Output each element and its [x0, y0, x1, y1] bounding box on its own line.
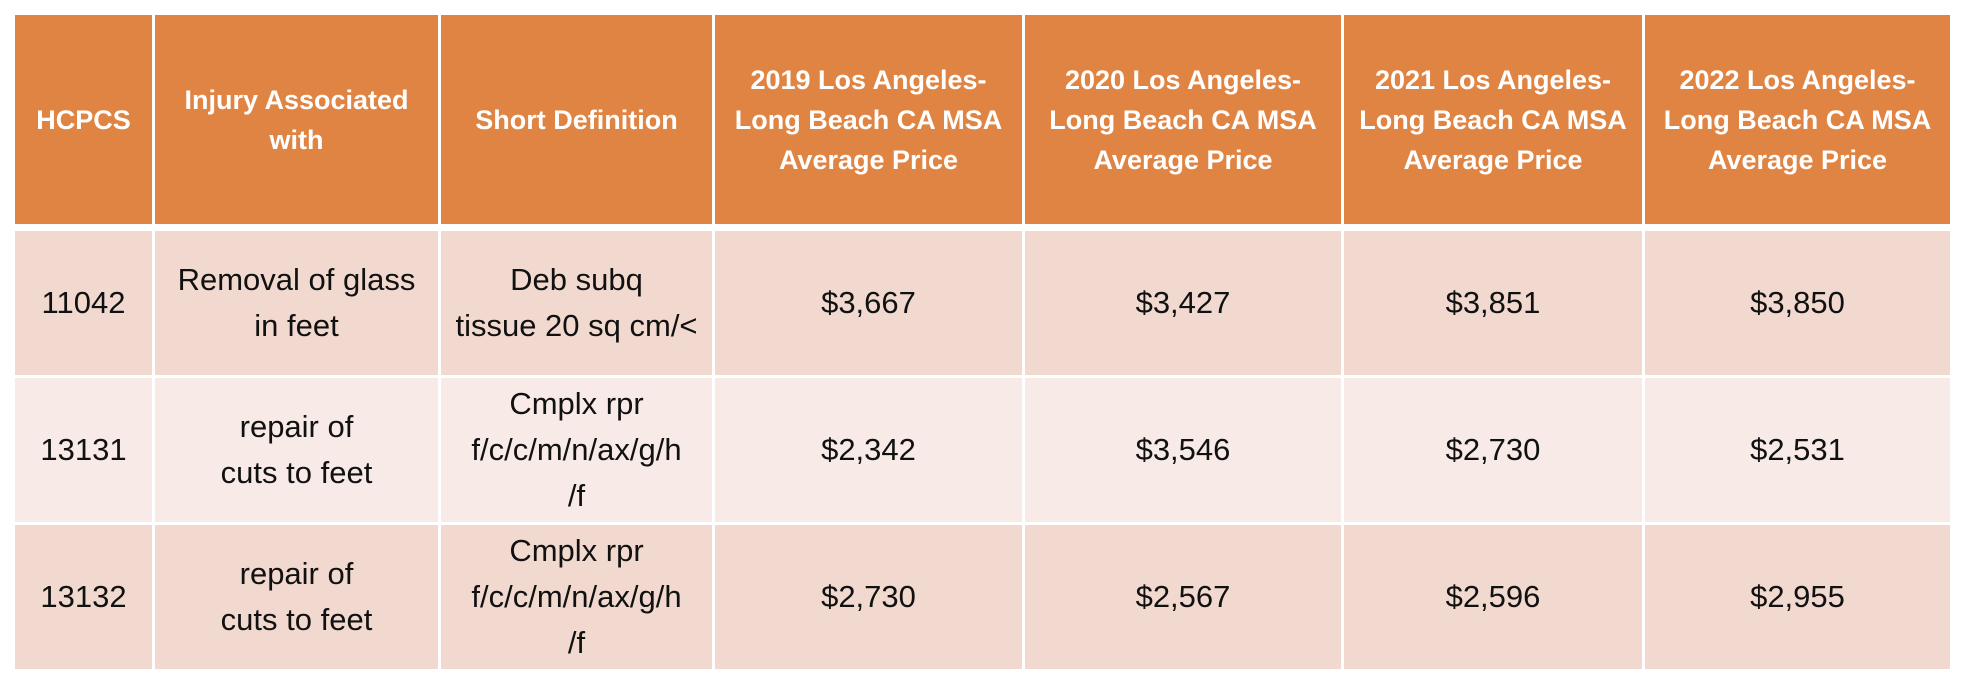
- cell-line: /f: [567, 625, 586, 660]
- header-price-2019: 2019 Los Angeles- Long Beach CA MSA Aver…: [712, 12, 1025, 229]
- header-line: 2022 Los Angeles-: [1679, 64, 1916, 95]
- cell-price-2020: $3,546: [1022, 375, 1344, 525]
- cell-line: repair of: [239, 409, 354, 444]
- cell-price-2019: $2,730: [712, 522, 1025, 672]
- header-price-2020: 2020 Los Angeles- Long Beach CA MSA Aver…: [1022, 12, 1344, 229]
- header-line: Long Beach CA MSA: [1049, 104, 1317, 135]
- cell-definition: Deb subq tissue 20 sq cm/<: [438, 224, 715, 378]
- header-line: Average Price: [1707, 144, 1888, 175]
- header-row: HCPCS Injury Associated with Short Defin…: [12, 12, 1953, 229]
- header-line: with: [269, 124, 324, 155]
- cell-line: cuts to feet: [220, 602, 373, 637]
- header-line: 2020 Los Angeles-: [1064, 64, 1302, 95]
- header-short-definition: Short Definition: [438, 12, 715, 229]
- cell-price-2020: $3,427: [1022, 224, 1344, 378]
- cell-definition: Cmplx rpr f/c/c/m/n/ax/g/h /f: [438, 522, 715, 672]
- cell-hcpcs: 11042: [12, 224, 155, 378]
- cell-price-2022: $2,955: [1642, 522, 1953, 672]
- header-price-2022: 2022 Los Angeles- Long Beach CA MSA Aver…: [1642, 12, 1953, 229]
- header-injury: Injury Associated with: [152, 12, 441, 229]
- cell-price-2019: $2,342: [712, 375, 1025, 525]
- cell-price-2022: $2,531: [1642, 375, 1953, 525]
- header-line: Injury Associated: [184, 84, 409, 115]
- header-line: 2019 Los Angeles-: [750, 64, 987, 95]
- table-row: 13132 repair of cuts to feet Cmplx rpr f…: [12, 522, 1953, 672]
- header-line: 2021 Los Angeles-: [1374, 64, 1612, 95]
- cell-price-2021: $3,851: [1341, 224, 1645, 378]
- header-line: Short Definition: [475, 104, 678, 135]
- header-price-2021: 2021 Los Angeles- Long Beach CA MSA Aver…: [1341, 12, 1645, 229]
- header-line: Long Beach CA MSA: [1663, 104, 1932, 135]
- header-line: Average Price: [1403, 144, 1583, 175]
- cell-injury: repair of cuts to feet: [152, 522, 441, 672]
- cell-line: in feet: [254, 308, 339, 343]
- header-hcpcs: HCPCS: [12, 12, 155, 229]
- table-row: 11042 Removal of glass in feet Deb subq …: [12, 224, 1953, 378]
- cell-line: tissue 20 sq cm/<: [455, 308, 698, 343]
- cell-definition: Cmplx rpr f/c/c/m/n/ax/g/h /f: [438, 375, 715, 525]
- cell-injury: Removal of glass in feet: [152, 224, 441, 378]
- cell-line: f/c/c/m/n/ax/g/h: [471, 579, 682, 614]
- header-line: Average Price: [778, 144, 959, 175]
- cell-hcpcs: 13131: [12, 375, 155, 525]
- cell-price-2021: $2,596: [1341, 522, 1645, 672]
- price-table: HCPCS Injury Associated with Short Defin…: [12, 12, 1953, 672]
- cell-line: Cmplx rpr: [509, 533, 644, 568]
- cell-line: cuts to feet: [220, 455, 373, 490]
- header-line: Long Beach CA MSA: [1359, 104, 1627, 135]
- header-line: Long Beach CA MSA: [734, 104, 1003, 135]
- cell-price-2020: $2,567: [1022, 522, 1344, 672]
- cell-line: Removal of glass: [177, 262, 416, 297]
- cell-line: Cmplx rpr: [509, 386, 644, 421]
- cell-injury: repair of cuts to feet: [152, 375, 441, 525]
- cell-price-2021: $2,730: [1341, 375, 1645, 525]
- table-row: 13131 repair of cuts to feet Cmplx rpr f…: [12, 375, 1953, 525]
- cell-line: repair of: [239, 556, 354, 591]
- cell-line: /f: [567, 478, 586, 513]
- cell-price-2019: $3,667: [712, 224, 1025, 378]
- cell-line: Deb subq: [510, 262, 643, 297]
- cell-line: f/c/c/m/n/ax/g/h: [471, 432, 682, 467]
- header-line: Average Price: [1093, 144, 1273, 175]
- cell-price-2022: $3,850: [1642, 224, 1953, 378]
- price-table-container: HCPCS Injury Associated with Short Defin…: [12, 12, 1953, 672]
- cell-hcpcs: 13132: [12, 522, 155, 672]
- header-line: HCPCS: [36, 104, 131, 135]
